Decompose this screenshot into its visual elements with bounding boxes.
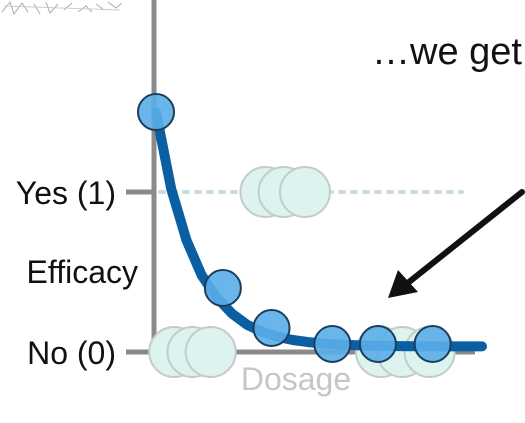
highlighted-data-point [360, 326, 396, 362]
curve-layer [156, 112, 482, 346]
annotation-arrow [388, 192, 522, 298]
x-axis-label: Dosage [241, 361, 351, 397]
annotation-text: …we get [372, 31, 522, 73]
highlighted-data-point [415, 326, 451, 362]
highlighted-data-point [254, 310, 290, 346]
sketch-marks [2, 2, 122, 14]
highlighted-data-point [205, 270, 241, 306]
faded-data-point [186, 327, 236, 377]
ytick-label-yes: Yes (1) [16, 175, 116, 211]
faded-data-point [280, 167, 330, 217]
fitted-curve [156, 112, 482, 346]
highlighted-data-point [314, 326, 350, 362]
ytick-label-no: No (0) [27, 335, 116, 371]
y-axis-label: Efficacy [27, 254, 138, 290]
highlighted-data-point [138, 94, 174, 130]
